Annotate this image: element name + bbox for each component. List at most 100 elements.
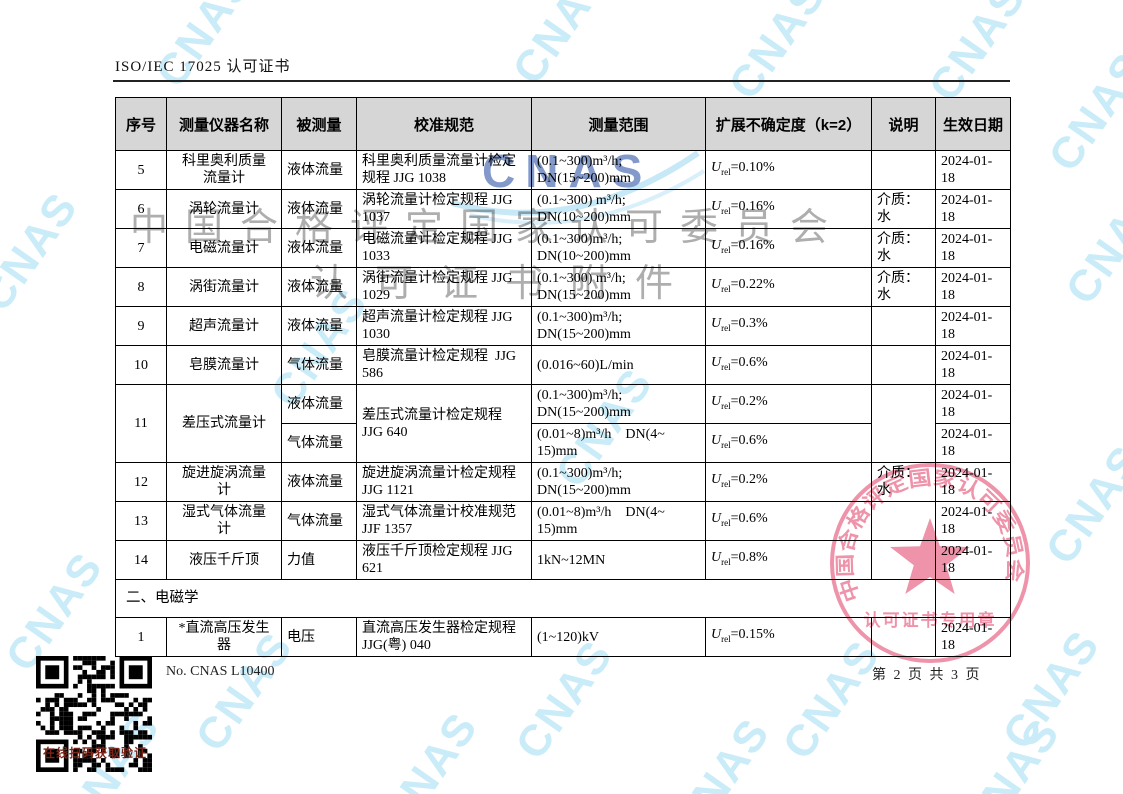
table-cell: 2024-01-18 (935, 501, 1011, 541)
table-cell: 1 (115, 617, 167, 657)
table-cell (871, 150, 936, 190)
table-cell: 科里奥利质量 流量计 (166, 150, 282, 190)
table-row: 11 差压式流量计 液体流量 差压式流量计检定规程 JJG 640 (0.1~300)m… (115, 384, 1011, 463)
logo-text: CNAS (482, 145, 652, 197)
table-cell: (0.016~60)L/min (531, 345, 706, 385)
table-row: 9 超声流量计 液体流量 超声流量计检定规程 JJG 1030 (0.1~300)m³/… (115, 306, 1011, 346)
header-divider (113, 80, 1010, 82)
table-cell: 2024-01-18 (935, 345, 1011, 385)
table-cell: 气体流量 (281, 345, 357, 385)
table-cell: Urel=0.10% (705, 150, 872, 190)
document-title: ISO/IEC 17025 认可证书 (115, 59, 291, 75)
table-cell: 差压式流量计检定规程 JJG 640 (356, 384, 532, 463)
table-cell: (0.01~8)m³/h DN(4~ 15)mm (531, 423, 706, 463)
table-cell: 介质： 水 (871, 189, 936, 229)
table-cell: 2024-01-18 (935, 384, 1011, 424)
table-cell: 超声流量计 (166, 306, 282, 346)
table-cell: 11 (115, 384, 167, 463)
page-indicator: 第 2 页 共 3 页 (872, 668, 982, 683)
table-cell: 液体流量 (281, 462, 357, 502)
table-cell: 2024-01-18 (935, 267, 1011, 307)
table-cell: Urel=0.16% (705, 228, 872, 268)
table-cell: 湿式气体流量 计 (166, 501, 282, 541)
table-cell: 气体流量 (281, 501, 357, 541)
qr-code (36, 656, 152, 772)
column-header: 序号 (115, 97, 167, 151)
table-cell: 液体流量 (281, 150, 357, 190)
table-cell: Urel=0.8% (705, 540, 872, 580)
star-icon (890, 518, 970, 594)
table-cell: (0.1~300)m³/h; DN(15~200)mm (531, 306, 706, 346)
table-row: 14 液压千斤顶 力值 液压千斤顶检定规程 JJG 621 1kN~12MN Urel=0… (115, 540, 1011, 580)
table-cell: Urel=0.2% (705, 462, 872, 502)
table-row: 8 涡街流量计 液体流量 涡街流量计检定规程 JJG 1029 (0.1~300) m³… (115, 267, 1011, 307)
table-row: 气体流量 (0.01~8)m³/h DN(4~ 15)mm Urel=0.6% 202… (116, 423, 1011, 463)
seal-bottom-text: 认可证书专用章 (864, 610, 997, 630)
column-header: 被测量 (281, 97, 357, 151)
table-cell: (0.1~300)m³/h; DN(15~200)mm (531, 384, 706, 424)
table-cell: 液体流量 (281, 384, 357, 424)
logo-swoosh-icon (451, 150, 700, 216)
table-cell: 5 (115, 150, 167, 190)
section-header: 二、电磁学 (115, 579, 936, 618)
logo-swoosh2-icon (469, 169, 706, 225)
table-cell: 液压千斤顶检定规程 JJG 621 (356, 540, 532, 580)
table-cell: 13 (115, 501, 167, 541)
table-cell: 气体流量 (281, 423, 357, 463)
org-watermark-text: 中国合格评定国家认可委员会 (130, 207, 846, 249)
table-cell: 液压千斤顶 (166, 540, 282, 580)
table-cell: 12 (115, 462, 167, 502)
table-cell: 电磁流量计 (166, 228, 282, 268)
table-cell: 10 (115, 345, 167, 385)
table-cell: Urel=0.3% (705, 306, 872, 346)
table-row: 1 *直流高压发生 器电压 直流高压发生器检定规程 JJG(粤) 040 (1~120… (115, 617, 1011, 657)
table-cell: 介质： 水 (871, 267, 936, 307)
table-cell: 2024-01-18 (935, 306, 1011, 346)
table-cell: Urel=0.6% (705, 345, 872, 385)
column-header: 说明 (871, 97, 936, 151)
table-cell: 介质： 水 (871, 228, 936, 268)
table-cell: 力值 (281, 540, 357, 580)
column-header: 生效日期 (935, 97, 1011, 151)
table-cell: Urel=0.22% (705, 267, 872, 307)
table-cell: (1~120)kV (531, 617, 706, 657)
table-cell: 14 (115, 540, 167, 580)
table-cell: 科里奥利质量流量计检定 规程 JJG 1038 (356, 150, 532, 190)
table-cell: 2024-01-18 (935, 189, 1011, 229)
column-header: 测量范围 (531, 97, 706, 151)
cnas-logo-watermark: CNAS (451, 145, 706, 225)
table-cell: 皂膜流量计 (166, 345, 282, 385)
table-cell: (0.1~300) m³/h; DN(15~200)mm (531, 267, 706, 307)
table-cell: *直流高压发生 器 (166, 617, 282, 657)
attachment-watermark-text: 认可证书附件 (310, 263, 701, 305)
table-cell: (0.1~300)m³/h; DN(15~200)mm (531, 462, 706, 502)
table-row: 10 皂膜流量计 气体流量 皂膜流量计检定规程 JJG 586 (0.016~60)L/… (115, 345, 1011, 385)
table-cell: 电压 (281, 617, 357, 657)
table-cell: 2024-01-18 (935, 423, 1011, 463)
table-cell: Urel=0.2% (705, 384, 872, 424)
table-cell: 7 (115, 228, 167, 268)
seal-ring (830, 463, 1030, 663)
table-cell (871, 306, 936, 346)
column-header: 校准规范 (356, 97, 532, 151)
table-cell: 涡街流量计检定规程 JJG 1029 (356, 267, 532, 307)
table-cell (871, 345, 936, 385)
table-cell: 2024-01-18 (935, 228, 1011, 268)
qr-caption: 在线扫码获取验证 (42, 746, 147, 760)
table-cell: 湿式气体流量计校准规范 JJF 1357 (356, 501, 532, 541)
table-cell: 9 (115, 306, 167, 346)
table-cell: 旋进旋涡流量计检定规程 JJG 1121 (356, 462, 532, 502)
table-cell: Urel=0.15% (705, 617, 872, 657)
table-cell: 液体流量 (281, 267, 357, 307)
table-cell: 电磁流量计检定规程 JJG 1033 (356, 228, 532, 268)
table-cell: 2024-01-18 (935, 150, 1011, 190)
column-header: 扩展不确定度（k=2） (705, 97, 872, 151)
certificate-number: No. CNAS L10400 (166, 664, 275, 679)
table-cell: 旋进旋涡流量 计 (166, 462, 282, 502)
table-cell: 直流高压发生器检定规程 JJG(粤) 040 (356, 617, 532, 657)
red-seal-stamp: 中国合格评定国家认可委员会 认可证书专用章 (830, 463, 1030, 663)
table-row: 13 湿式气体流量 计气体流量 湿式气体流量计校准规范 JJF 1357 (0.01~… (115, 501, 1011, 541)
table-cell: 1kN~12MN (531, 540, 706, 580)
table-cell: 差压式流量计 (166, 384, 282, 463)
